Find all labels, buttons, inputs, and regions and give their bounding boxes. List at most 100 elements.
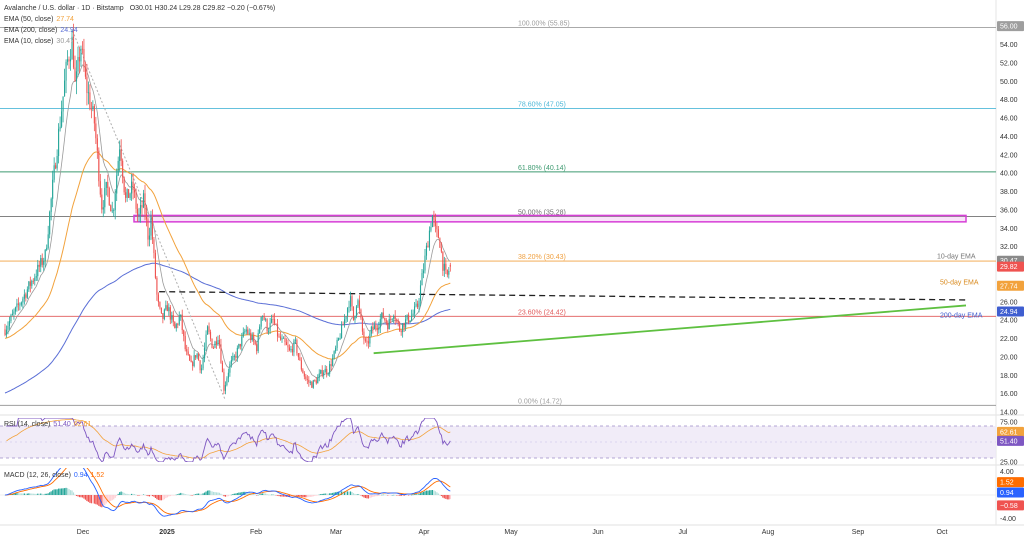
- price-tag-label-3: 27.74: [1000, 283, 1018, 290]
- macd-hist-bar: [226, 495, 228, 497]
- candle-body: [411, 315, 413, 321]
- macd-hist-bar: [224, 495, 227, 497]
- ema200-legend-value: 24.94: [60, 27, 78, 34]
- macd-hist-bar: [390, 495, 392, 496]
- candle-body: [10, 315, 12, 321]
- time-tick-label: Jul: [679, 529, 688, 536]
- macd-hist-bar: [83, 495, 85, 499]
- macd-hist-bar: [101, 495, 103, 508]
- macd-hist-bar: [98, 495, 100, 506]
- macd-hist-bar: [90, 495, 92, 504]
- ema200-annotation: 200-day EMA: [940, 312, 983, 319]
- candle-body: [166, 305, 168, 312]
- candle-body: [434, 219, 436, 226]
- candle-body: [151, 217, 154, 240]
- macd-hist-bar: [428, 490, 431, 495]
- candle-body: [449, 264, 451, 267]
- macd-hist-bar: [436, 492, 438, 495]
- candle-body: [120, 149, 122, 161]
- candle-body: [352, 306, 355, 321]
- macd-hist-bar: [418, 493, 420, 495]
- candle-body: [351, 296, 353, 307]
- candle-body: [265, 319, 267, 321]
- macd-hist-bar: [215, 492, 218, 495]
- macd-signal-value: 1.52: [91, 472, 105, 479]
- macd-hist-bar: [245, 491, 247, 495]
- macd-hist-bar: [198, 493, 200, 495]
- macd-hist-bar: [169, 495, 171, 497]
- macd-hist-bar: [227, 495, 229, 497]
- macd-hist-bar: [92, 495, 94, 504]
- macd-hist-bar: [80, 495, 82, 498]
- candle-body: [108, 187, 110, 206]
- candle-body: [217, 339, 219, 345]
- candle-body: [303, 373, 305, 377]
- macd-hist-bar: [74, 494, 76, 496]
- macd-hist-bar: [71, 490, 73, 495]
- candle-body: [409, 320, 411, 323]
- candle-body: [49, 211, 51, 235]
- time-tick-label: Sep: [852, 529, 865, 536]
- price-tick-label: 40.00: [1000, 171, 1018, 178]
- macd-hist-bar: [29, 493, 31, 495]
- macd-hist-bar: [242, 491, 244, 495]
- fib-label-6: 0.00% (14.72): [518, 398, 562, 405]
- candle-body: [349, 296, 352, 307]
- candle-body: [95, 123, 97, 139]
- macd-hist-bar: [290, 495, 292, 497]
- macd-hist-bar: [145, 495, 148, 496]
- macd-hist-bar: [209, 490, 212, 495]
- candle-body: [201, 368, 203, 371]
- rsi-value: 51.40: [53, 421, 71, 428]
- macd-tag-2: [997, 500, 1024, 511]
- macd-hist-bar: [35, 493, 37, 495]
- macd-hist-bar: [37, 493, 39, 495]
- candle-body: [69, 59, 72, 62]
- candle-body: [324, 368, 326, 373]
- macd-hist-bar: [107, 495, 109, 503]
- candle-body: [175, 324, 177, 329]
- candle-body: [236, 347, 238, 358]
- candle-body: [177, 324, 179, 326]
- candle-body: [358, 300, 361, 310]
- candle-body: [254, 341, 256, 345]
- price-candles: [4, 23, 451, 395]
- ema50-legend-value: 27.74: [56, 16, 74, 23]
- candle-body: [148, 235, 151, 240]
- macd-hist-bar: [361, 495, 364, 497]
- resistance-zone: [133, 214, 967, 223]
- rsi-levels: [0, 425, 996, 459]
- macd-hist-bar: [40, 493, 42, 495]
- fib-label-2: 61.80% (40.14): [518, 165, 566, 172]
- candle-body: [332, 357, 334, 366]
- candle-body: [165, 305, 167, 310]
- macd-hist-bar: [104, 495, 106, 506]
- macd-hist-bar: [399, 495, 401, 496]
- macd-hist-bar: [408, 495, 410, 496]
- price-tick-label: 38.00: [1000, 189, 1018, 196]
- candle-body: [382, 312, 384, 318]
- macd-hist-bar: [156, 495, 158, 500]
- macd-hist-bar: [46, 493, 48, 495]
- candle-body: [306, 379, 308, 380]
- candle-body: [184, 336, 186, 350]
- macd-hist-bar: [132, 493, 134, 495]
- macd-hist-bar: [349, 491, 352, 495]
- chart-header: Avalanche / U.S. dollar · 1D · Bitstamp O…: [4, 5, 275, 45]
- macd-hist-bar: [425, 490, 428, 495]
- candle-body: [35, 276, 37, 278]
- macd-hist-bar: [303, 495, 305, 498]
- candle-body: [418, 300, 420, 308]
- macd-hist-bar: [247, 492, 249, 495]
- candle-body: [338, 338, 340, 341]
- candle-body: [281, 338, 283, 340]
- candle-body: [190, 360, 192, 363]
- candle-body: [372, 326, 374, 330]
- candle-body: [186, 349, 188, 352]
- candle-body: [214, 341, 216, 348]
- macd-hist-bar: [148, 495, 151, 497]
- candle-body: [78, 56, 81, 62]
- candle-body: [428, 230, 431, 248]
- macd-hist-bar: [326, 493, 328, 495]
